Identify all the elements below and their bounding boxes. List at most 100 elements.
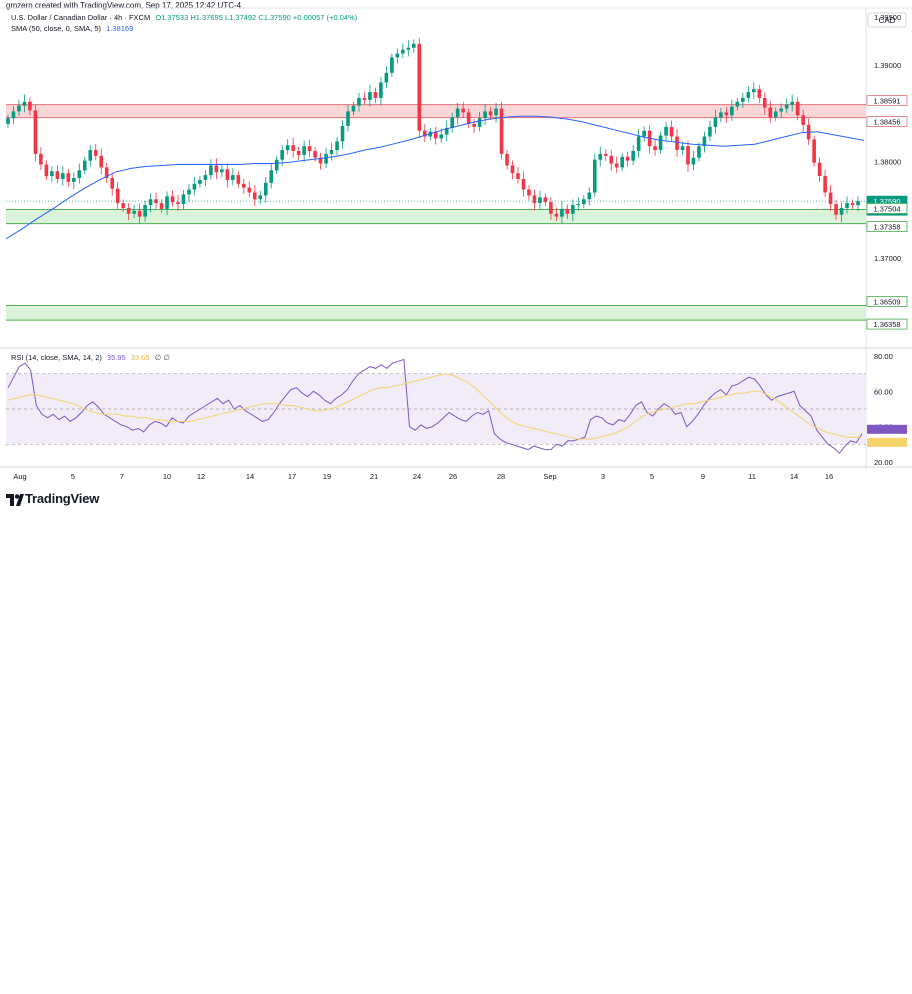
symbol-legend[interactable]: U.S. Dollar / Canadian Dollar · 4h · FXC… bbox=[11, 13, 357, 22]
x-tick-label: 3 bbox=[601, 472, 605, 481]
candle-body bbox=[313, 150, 317, 158]
candle-body bbox=[401, 49, 405, 54]
candle-body bbox=[28, 101, 32, 111]
brand-name[interactable]: TradingView bbox=[25, 491, 100, 506]
candle-body bbox=[220, 169, 224, 173]
candle-body bbox=[762, 97, 767, 108]
candle-body bbox=[653, 146, 657, 151]
candle-body bbox=[620, 156, 624, 168]
candle-body bbox=[686, 146, 690, 165]
sma-legend[interactable]: SMA (50, close, 0, SMA, 5) 1.38169 bbox=[11, 24, 133, 33]
candle-body bbox=[340, 125, 345, 142]
candle-body bbox=[560, 208, 564, 217]
candle-body bbox=[554, 213, 559, 217]
price-label: 1.38456 bbox=[873, 118, 900, 127]
candle-body bbox=[66, 173, 71, 182]
candle-body bbox=[6, 118, 10, 124]
rsi-value-box bbox=[867, 424, 907, 434]
candle-body bbox=[708, 126, 712, 137]
candle-body bbox=[148, 199, 153, 206]
currency-box[interactable] bbox=[867, 12, 907, 28]
candle-body bbox=[296, 150, 301, 155]
candle-body bbox=[165, 196, 169, 209]
candle-body bbox=[439, 134, 444, 139]
candle-body bbox=[351, 105, 356, 112]
candle-body bbox=[845, 203, 849, 208]
candle-body bbox=[433, 131, 438, 139]
candle-body bbox=[466, 112, 471, 124]
candle-body bbox=[499, 108, 504, 154]
candle-body bbox=[603, 153, 608, 156]
candle-body bbox=[543, 197, 548, 203]
x-tick-label: 14 bbox=[246, 472, 254, 481]
candles-group bbox=[6, 38, 860, 224]
symbol-title[interactable]: U.S. Dollar / Canadian Dollar · 4h · FXC… bbox=[11, 13, 151, 22]
currency-label: CAD bbox=[879, 16, 896, 25]
candle-body bbox=[675, 136, 679, 151]
x-tick-label: 7 bbox=[120, 472, 124, 481]
candle-body bbox=[247, 187, 252, 193]
price-label: 1.37504 bbox=[873, 204, 900, 213]
candle-body bbox=[598, 153, 603, 160]
candle-body bbox=[104, 167, 109, 179]
candle-body bbox=[784, 104, 789, 109]
y-tick-label: 1.39500 bbox=[874, 13, 901, 22]
tradingview-logo-icon bbox=[6, 494, 24, 506]
candle-body bbox=[335, 141, 339, 151]
price-label-box bbox=[866, 95, 908, 106]
price-label: 1.36358 bbox=[873, 320, 900, 329]
candle-body bbox=[159, 203, 164, 209]
candle-body bbox=[242, 183, 246, 188]
x-tick-label: Sep bbox=[543, 472, 556, 481]
candle-body bbox=[741, 97, 745, 102]
candle-body bbox=[483, 111, 487, 119]
candle-body bbox=[757, 89, 762, 98]
rsi-label[interactable]: RSI (14, close, SMA, 14, 2) bbox=[11, 353, 102, 362]
candle-body bbox=[33, 110, 38, 154]
candle-body bbox=[258, 195, 263, 200]
candle-body bbox=[132, 210, 136, 214]
candle-body bbox=[318, 157, 323, 164]
candle-body bbox=[269, 170, 274, 183]
x-tick-label: Aug bbox=[13, 472, 26, 481]
candle-body bbox=[329, 150, 334, 154]
candle-body bbox=[346, 111, 350, 126]
y-tick-label: 1.37000 bbox=[874, 254, 901, 263]
price-label-box bbox=[866, 296, 908, 307]
x-tick-label: 12 bbox=[197, 472, 205, 481]
candle-body bbox=[625, 156, 630, 161]
candle-body bbox=[592, 159, 597, 193]
candle-body bbox=[582, 199, 586, 205]
candle-body bbox=[817, 162, 822, 177]
x-tick-label: 21 bbox=[370, 472, 378, 481]
candle-body bbox=[280, 150, 284, 160]
candle-body bbox=[571, 205, 575, 214]
candle-body bbox=[198, 179, 202, 184]
candle-body bbox=[828, 192, 833, 205]
y-tick-label: 1.39000 bbox=[874, 61, 901, 70]
candle-body bbox=[477, 118, 482, 127]
price-label-box bbox=[866, 203, 908, 214]
candle-body bbox=[779, 108, 784, 112]
candle-body bbox=[324, 153, 328, 164]
ohlc-values: O1.37533 H1.37695 L1.37492 C1.37590 +0.0… bbox=[155, 13, 358, 22]
price-label: 1.36509 bbox=[873, 298, 900, 307]
sma-line bbox=[5, 115, 865, 240]
rsi-y-tick-label: 20.00 bbox=[874, 458, 893, 467]
support-zone-1 bbox=[6, 209, 866, 224]
candle-body bbox=[110, 178, 114, 189]
candle-body bbox=[187, 189, 191, 195]
creator-line: gmzern created with TradingView.com, Sep… bbox=[6, 1, 242, 10]
candle-body bbox=[170, 196, 175, 203]
candle-body bbox=[252, 192, 257, 200]
candle-body bbox=[22, 101, 27, 106]
candle-body bbox=[521, 178, 526, 190]
rsi-legend[interactable]: RSI (14, close, SMA, 14, 2) 35.95 33.65 … bbox=[11, 353, 170, 362]
x-tick-label: 9 bbox=[701, 472, 705, 481]
sma-label[interactable]: SMA (50, close, 0, SMA, 5) bbox=[11, 24, 102, 33]
candle-body bbox=[11, 111, 16, 119]
candle-body bbox=[263, 182, 268, 196]
tradingview-logo-icon bbox=[6, 982, 24, 994]
candle-body bbox=[823, 176, 827, 193]
